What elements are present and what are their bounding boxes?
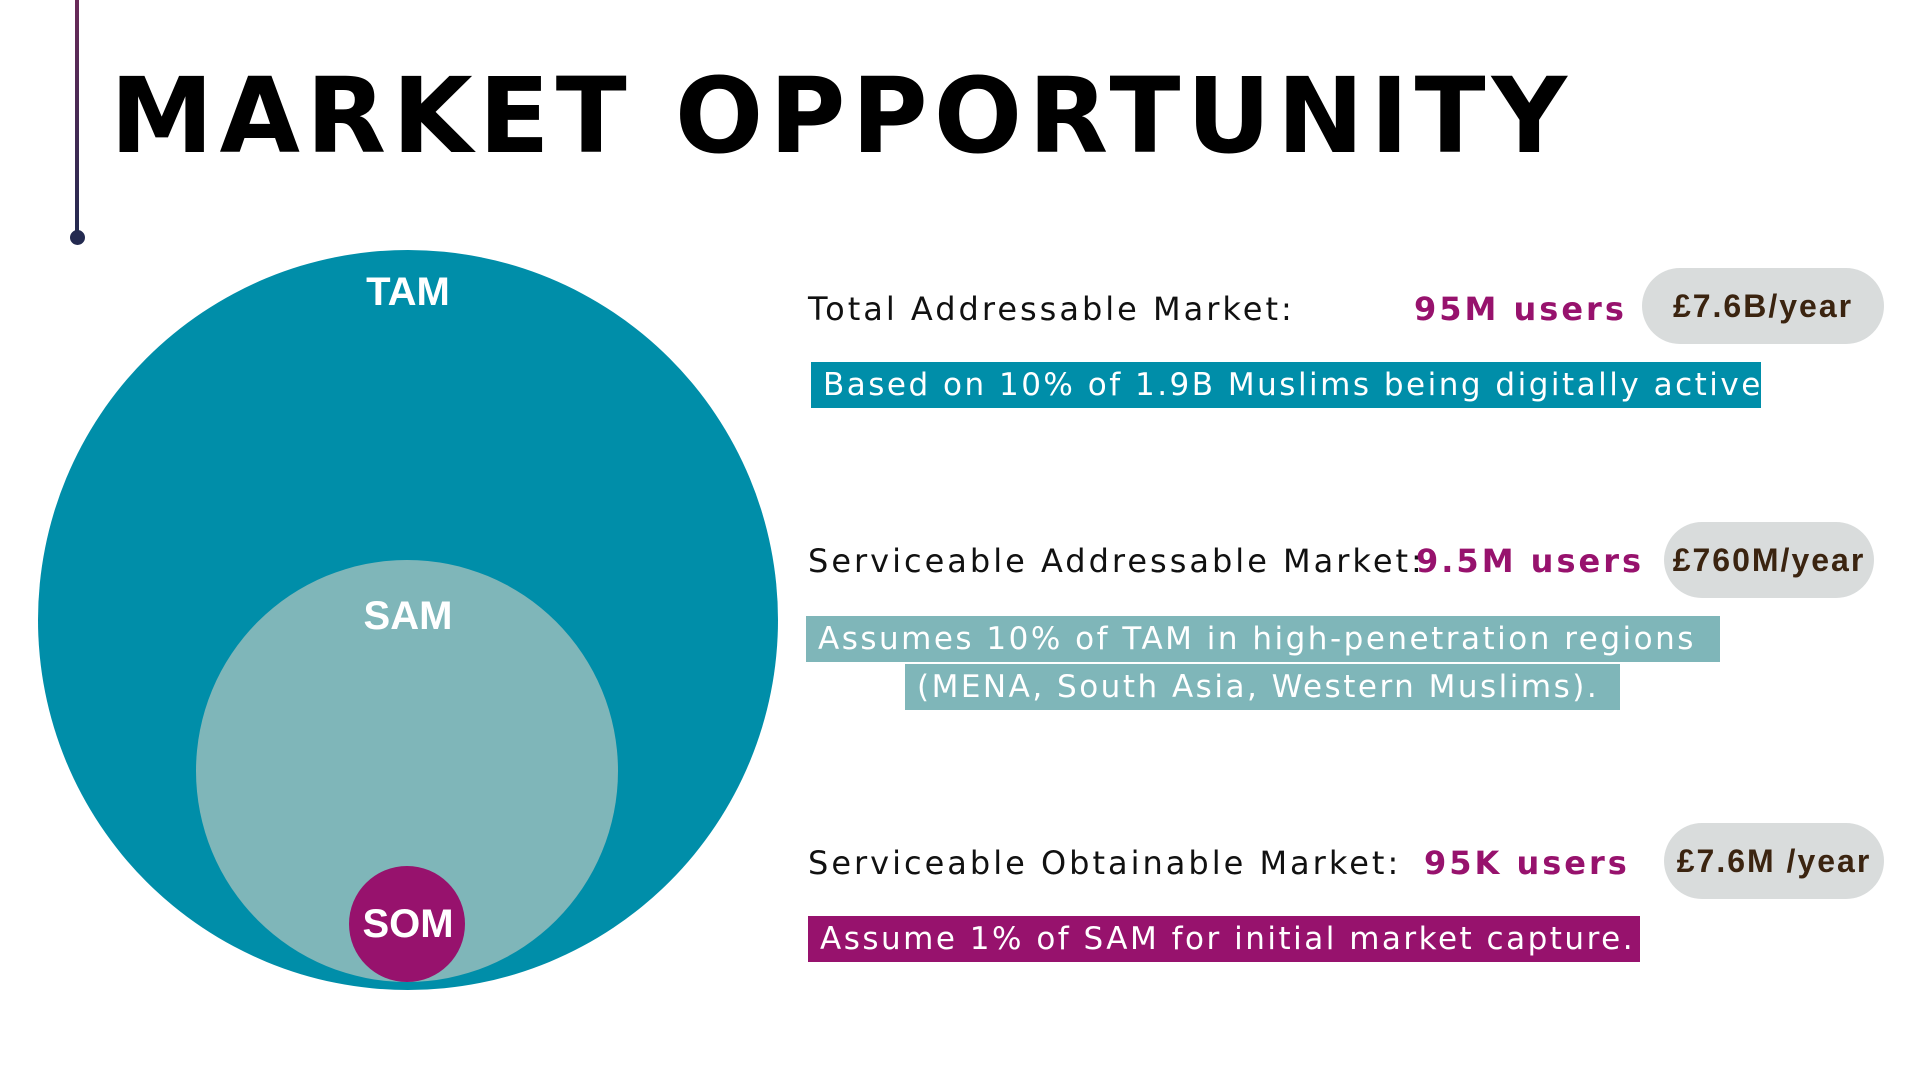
accent-line (75, 0, 79, 236)
sam-row-label: Serviceable Addressable Market: (808, 542, 1425, 580)
som-value-badge: £7.6M /year (1664, 823, 1884, 899)
page-title: MARKET OPPORTUNITY (110, 55, 1573, 177)
tam-label: TAM (366, 270, 450, 314)
tam-row-label: Total Addressable Market: (808, 290, 1295, 328)
som-label: SOM (362, 902, 454, 946)
som-row-label: Serviceable Obtainable Market: (808, 844, 1402, 882)
tam-users: 95M users (1414, 290, 1627, 328)
tam-value-badge: £7.6B/year (1642, 268, 1884, 344)
accent-dot (70, 230, 85, 245)
tam-note: Based on 10% of 1.9B Muslims being digit… (811, 362, 1773, 408)
sam-value-badge: £760M/year (1664, 522, 1874, 598)
sam-note-line-1: Assumes 10% of TAM in high-penetration r… (806, 616, 1720, 662)
som-circle (349, 866, 465, 982)
som-note: Assume 1% of SAM for initial market capt… (808, 916, 1640, 962)
sam-note-line-2: (MENA, South Asia, Western Muslims). (905, 664, 1620, 710)
sam-label: SAM (363, 594, 453, 638)
sam-users: 9.5M users (1416, 542, 1645, 580)
som-users: 95K users (1424, 844, 1630, 882)
